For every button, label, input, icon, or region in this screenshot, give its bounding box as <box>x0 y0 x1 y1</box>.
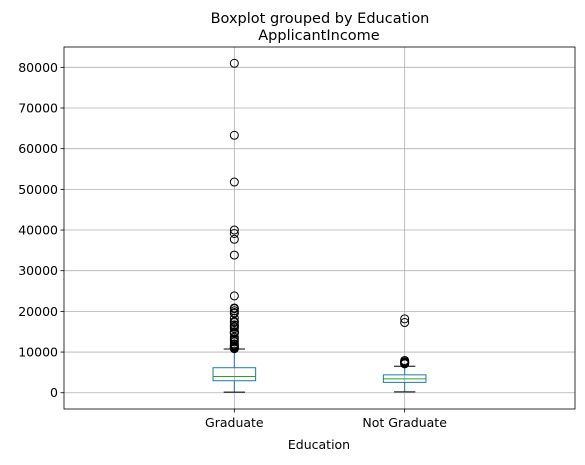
outlier-point <box>400 359 410 369</box>
outlier-point <box>229 225 239 235</box>
x-tick-label: Graduate <box>205 415 264 430</box>
y-tick-label: 20000 <box>18 304 58 319</box>
outlier-point <box>229 177 239 187</box>
y-tick-label: 0 <box>50 385 58 400</box>
outlier-point <box>229 234 239 244</box>
y-tick-label: 70000 <box>18 101 58 116</box>
chart-suptitle: Boxplot grouped by Education <box>211 11 430 27</box>
outlier-point <box>229 250 239 260</box>
outlier-point <box>400 318 410 328</box>
axis-layer: 0 10000 20000 30000 40000 50000 60000 70000 8000… <box>18 60 447 430</box>
outlier-point <box>229 318 239 328</box>
y-tick-label: 30000 <box>18 263 58 278</box>
outlier-point <box>229 324 239 334</box>
outlier-point <box>400 314 410 324</box>
grid-layer <box>64 47 575 409</box>
outlier-point <box>229 291 239 301</box>
y-tick-label: 10000 <box>18 345 58 360</box>
y-tick-label: 50000 <box>18 182 58 197</box>
outlier-point <box>229 344 239 354</box>
y-tick-label: 60000 <box>18 141 58 156</box>
x-tick-label: Not Graduate <box>362 415 447 430</box>
x-axis-label: Education <box>288 437 350 452</box>
outlier-point <box>229 58 239 68</box>
outlier-point <box>229 229 239 239</box>
chart-title: ApplicantIncome <box>258 28 380 44</box>
plot-frame <box>63 46 576 410</box>
box-layer <box>212 58 427 393</box>
iqr-box <box>212 367 257 382</box>
outlier-point <box>229 130 239 140</box>
y-tick-label: 80000 <box>18 60 58 75</box>
y-tick-label: 40000 <box>18 223 58 238</box>
